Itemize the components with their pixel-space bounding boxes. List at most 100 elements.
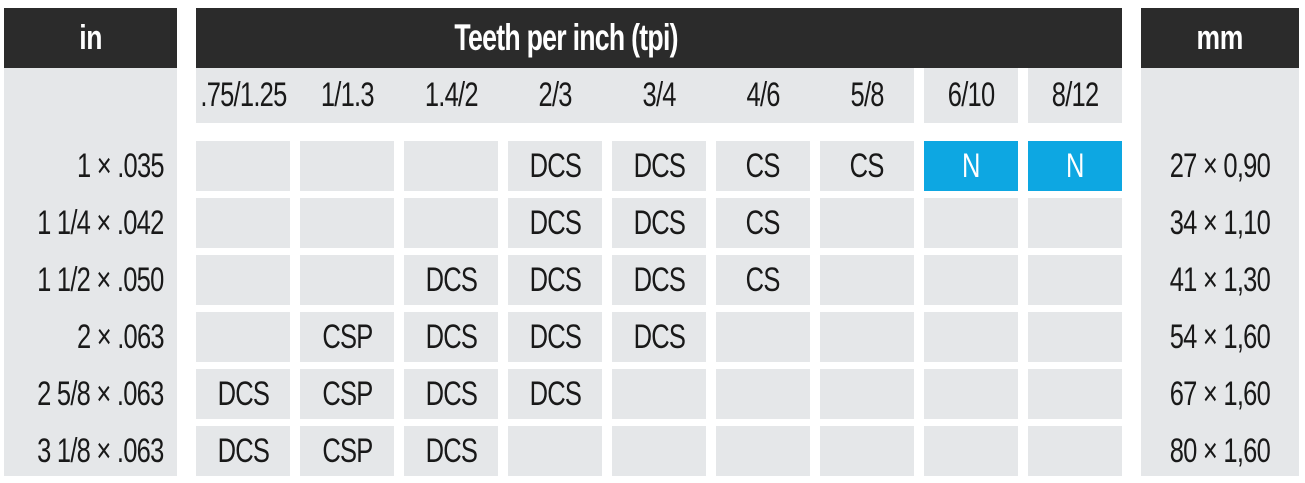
in-value: 1 1/2 × .050 [37, 260, 165, 299]
mm-column-header: mm [1141, 8, 1299, 68]
tpi-column-label: 8/12 [1028, 68, 1122, 123]
mm-row-label: 54 × 1,60 [1141, 312, 1299, 362]
mm-row-label: 27 × 0,90 [1141, 141, 1299, 191]
table-cell: DCS [612, 198, 706, 248]
table-cell: CSP [300, 369, 394, 419]
table-cell [820, 198, 914, 248]
tpi-column-label: 4/6 [746, 76, 780, 114]
mm-value: 67 × 1,60 [1169, 374, 1271, 413]
table-cell: DCS [612, 255, 706, 305]
in-column-header-label: in [79, 18, 102, 57]
cell-value: CS [746, 146, 781, 185]
table-cell: DCS [508, 255, 602, 305]
table-cell [300, 141, 394, 191]
table-cell [196, 255, 290, 305]
table-cell: N [924, 141, 1018, 191]
table-cell [196, 198, 290, 248]
table-cell [1028, 312, 1122, 362]
cell-value: DCS [425, 431, 477, 470]
cell-value: CSP [321, 374, 373, 413]
table-cell [924, 312, 1018, 362]
table-cell: DCS [196, 369, 290, 419]
mm-value: 34 × 1,10 [1169, 203, 1271, 242]
table-cell [924, 255, 1018, 305]
tpi-column-label: .75/1.25 [199, 76, 287, 114]
cell-value: DCS [633, 146, 685, 185]
table-cell: DCS [404, 369, 498, 419]
mm-value: 27 × 0,90 [1169, 146, 1271, 185]
table-cell: DCS [612, 141, 706, 191]
tpi-column-label: 6/10 [924, 68, 1018, 123]
table-cell [716, 426, 810, 476]
table-cell [300, 255, 394, 305]
table-cell [924, 426, 1018, 476]
mm-values-column: 27 × 0,90 34 × 1,10 41 × 1,30 54 × 1,60 … [1141, 68, 1299, 476]
table-cell [924, 369, 1018, 419]
tpi-column-label: 5/8 [850, 76, 884, 114]
mm-value: 41 × 1,30 [1169, 260, 1271, 299]
tpi-header-title: Teeth per inch (tpi) [454, 17, 678, 58]
cell-value: DCS [529, 317, 581, 356]
in-value: 2 × .063 [77, 317, 165, 356]
cell-value: CS [746, 203, 781, 242]
mm-row-label: 34 × 1,10 [1141, 198, 1299, 248]
mm-column-header-label: mm [1196, 18, 1244, 57]
tpi-header: Teeth per inch (tpi) [196, 8, 1122, 68]
table-cell: DCS [508, 141, 602, 191]
table-cell: DCS [404, 255, 498, 305]
table-cell: CS [716, 255, 810, 305]
cell-value: DCS [529, 146, 581, 185]
table-cell: CSP [300, 426, 394, 476]
table-cell: DCS [196, 426, 290, 476]
cell-value: DCS [529, 374, 581, 413]
tpi-column-label: 3/4 [642, 76, 676, 114]
table-cell: CS [716, 141, 810, 191]
cell-value: DCS [633, 317, 685, 356]
table-cell [820, 312, 914, 362]
mm-value: 80 × 1,60 [1169, 431, 1271, 470]
table-cell [1028, 369, 1122, 419]
in-value: 2 5/8 × .063 [37, 374, 165, 413]
table-cell [196, 141, 290, 191]
cell-value: DCS [217, 431, 269, 470]
in-values-column: 1 × .035 1 1/4 × .042 1 1/2 × .050 2 × .… [4, 68, 177, 476]
in-row-label: 2 × .063 [4, 312, 177, 362]
tpi-subheader-row: .75/1.25 1/1.3 1.4/2 2/3 3/4 4/6 5/8 6/1… [196, 68, 1122, 123]
in-row-label: 1 1/2 × .050 [4, 255, 177, 305]
table-cell: CS [716, 198, 810, 248]
cell-value: CS [746, 260, 781, 299]
table-cell [1028, 198, 1122, 248]
cell-value: DCS [425, 374, 477, 413]
table-cell [820, 426, 914, 476]
in-column-header: in [4, 8, 177, 68]
cell-value: CSP [321, 317, 373, 356]
mm-row-label: 41 × 1,30 [1141, 255, 1299, 305]
in-value: 1 × .035 [77, 146, 165, 185]
mm-row-label: 80 × 1,60 [1141, 426, 1299, 476]
table-cell: DCS [508, 312, 602, 362]
table-cell [820, 255, 914, 305]
table-cell: DCS [404, 426, 498, 476]
table-cell [196, 312, 290, 362]
table-cell: DCS [508, 369, 602, 419]
table-cell [1028, 426, 1122, 476]
cell-value: DCS [529, 203, 581, 242]
tpi-header-title-zone: Teeth per inch (tpi) [196, 8, 936, 68]
table-cell: DCS [508, 198, 602, 248]
table-cell [716, 369, 810, 419]
tpi-body-grid: DCS DCS CS CS N N DCS DCS CS DCS DCS DCS… [196, 141, 1122, 476]
cell-value: DCS [529, 260, 581, 299]
table-cell [404, 141, 498, 191]
cell-value: DCS [217, 374, 269, 413]
in-row-label: 1 × .035 [4, 141, 177, 191]
cell-value: N [1066, 146, 1084, 185]
table-cell [716, 312, 810, 362]
cell-value: CS [850, 146, 885, 185]
in-row-label: 3 1/8 × .063 [4, 426, 177, 476]
table-cell [612, 426, 706, 476]
table-cell [508, 426, 602, 476]
in-value: 1 1/4 × .042 [37, 203, 165, 242]
table-cell [404, 198, 498, 248]
cell-value: CSP [321, 431, 373, 470]
